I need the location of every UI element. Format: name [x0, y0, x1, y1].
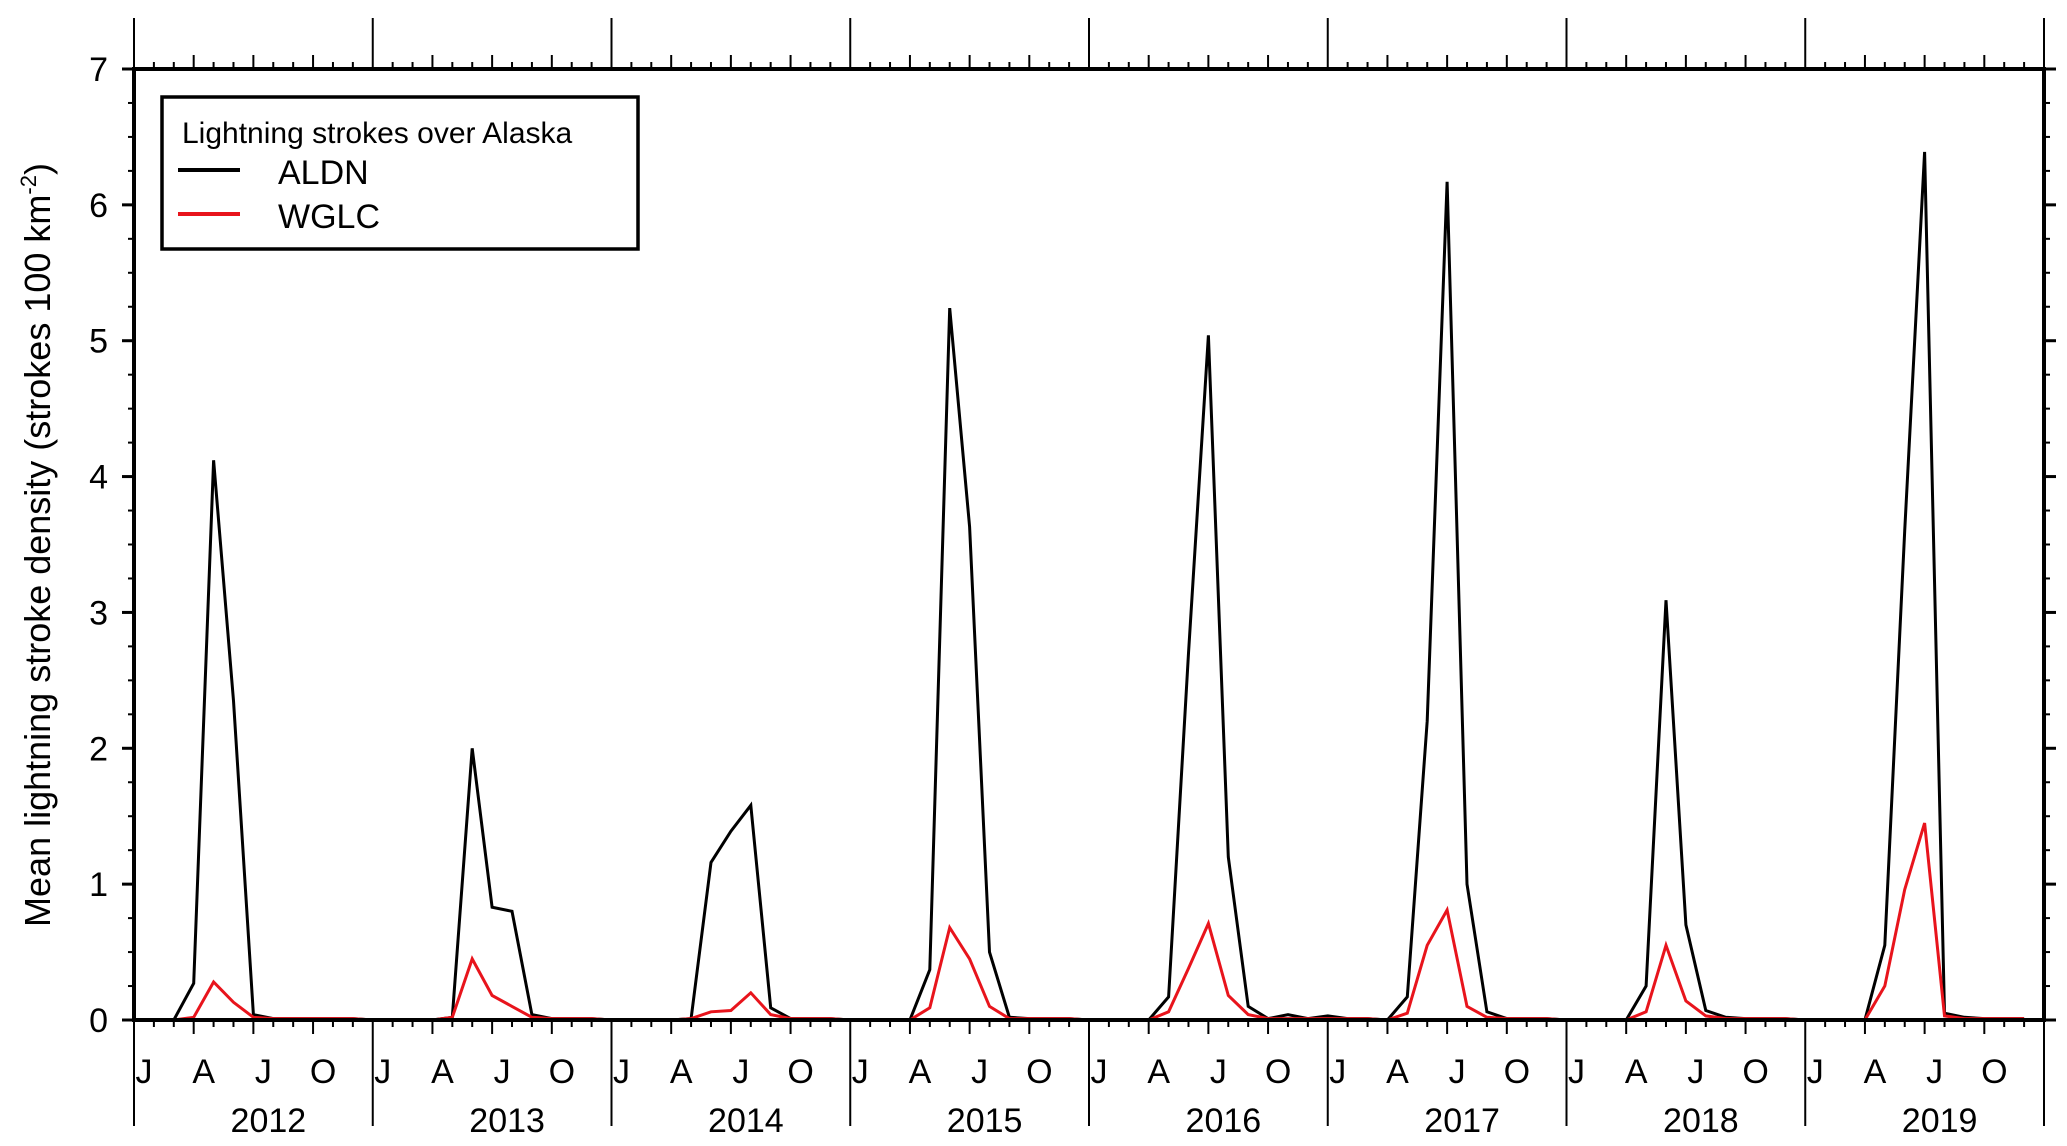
- year-label: 2017: [1424, 1102, 1500, 1140]
- month-tick-label: J: [1807, 1053, 1824, 1091]
- month-tick-label: O: [1742, 1053, 1768, 1091]
- month-tick-label: J: [1091, 1053, 1108, 1091]
- y-tick-label: 7: [89, 51, 108, 89]
- year-label: 2015: [947, 1102, 1023, 1140]
- month-tick-label: O: [787, 1053, 813, 1091]
- month-tick-label: O: [549, 1053, 575, 1091]
- month-tick-label: J: [613, 1053, 630, 1091]
- month-tick-label: J: [732, 1053, 749, 1091]
- month-tick-label: J: [852, 1053, 869, 1091]
- year-label: 2012: [231, 1102, 307, 1140]
- month-tick-label: J: [494, 1053, 511, 1091]
- month-tick-label: J: [1568, 1053, 1585, 1091]
- month-tick-label: A: [1864, 1053, 1887, 1091]
- month-tick-label: J: [971, 1053, 988, 1091]
- month-tick-label: J: [1687, 1053, 1704, 1091]
- month-tick-label: J: [1210, 1053, 1227, 1091]
- y-tick-label: 2: [89, 730, 108, 768]
- month-tick-label: J: [255, 1053, 272, 1091]
- legend-box: [160, 95, 640, 251]
- year-label: 2019: [1902, 1102, 1978, 1140]
- month-tick-label: O: [310, 1053, 336, 1091]
- legend: Lightning strokes over Alaska ALDN WGLC: [160, 95, 640, 251]
- series-line-aldn: [134, 151, 2025, 1022]
- chart-series: [134, 151, 2025, 1022]
- month-tick-label: O: [1026, 1053, 1052, 1091]
- y-tick-label: 3: [89, 594, 108, 632]
- month-tick-label: A: [909, 1053, 932, 1091]
- month-tick-label: A: [1147, 1053, 1170, 1091]
- y-tick-label: 4: [89, 459, 108, 497]
- month-tick-label: A: [431, 1053, 454, 1091]
- legend-title: Lightning strokes over Alaska: [182, 117, 573, 150]
- month-tick-label: A: [192, 1053, 215, 1091]
- month-tick-label: O: [1504, 1053, 1530, 1091]
- month-tick-label: O: [1265, 1053, 1291, 1091]
- month-tick-label: J: [1449, 1053, 1466, 1091]
- month-tick-label: A: [1386, 1053, 1409, 1091]
- month-tick-label: O: [1981, 1053, 2007, 1091]
- year-label: 2014: [708, 1102, 784, 1140]
- y-tick-label: 5: [89, 323, 108, 361]
- series-line-wglc: [134, 822, 2025, 1022]
- y-tick-label: 1: [89, 866, 108, 904]
- plot-frame: [132, 67, 2046, 1022]
- month-tick-label: J: [1926, 1053, 1943, 1091]
- legend-label-wglc: WGLC: [278, 198, 380, 236]
- legend-label-aldn: ALDN: [278, 154, 369, 192]
- month-tick-label: J: [374, 1053, 391, 1091]
- y-tick-label: 0: [89, 1002, 108, 1040]
- month-tick-label: J: [136, 1053, 153, 1091]
- month-tick-label: A: [1625, 1053, 1648, 1091]
- month-tick-label: A: [670, 1053, 693, 1091]
- year-label: 2018: [1663, 1102, 1739, 1140]
- y-axis-label: Mean lightning stroke density (strokes 1…: [16, 163, 58, 927]
- year-label: 2013: [469, 1102, 545, 1140]
- y-tick-label: 6: [89, 187, 108, 225]
- month-tick-label: J: [1329, 1053, 1346, 1091]
- year-label: 2016: [1186, 1102, 1262, 1140]
